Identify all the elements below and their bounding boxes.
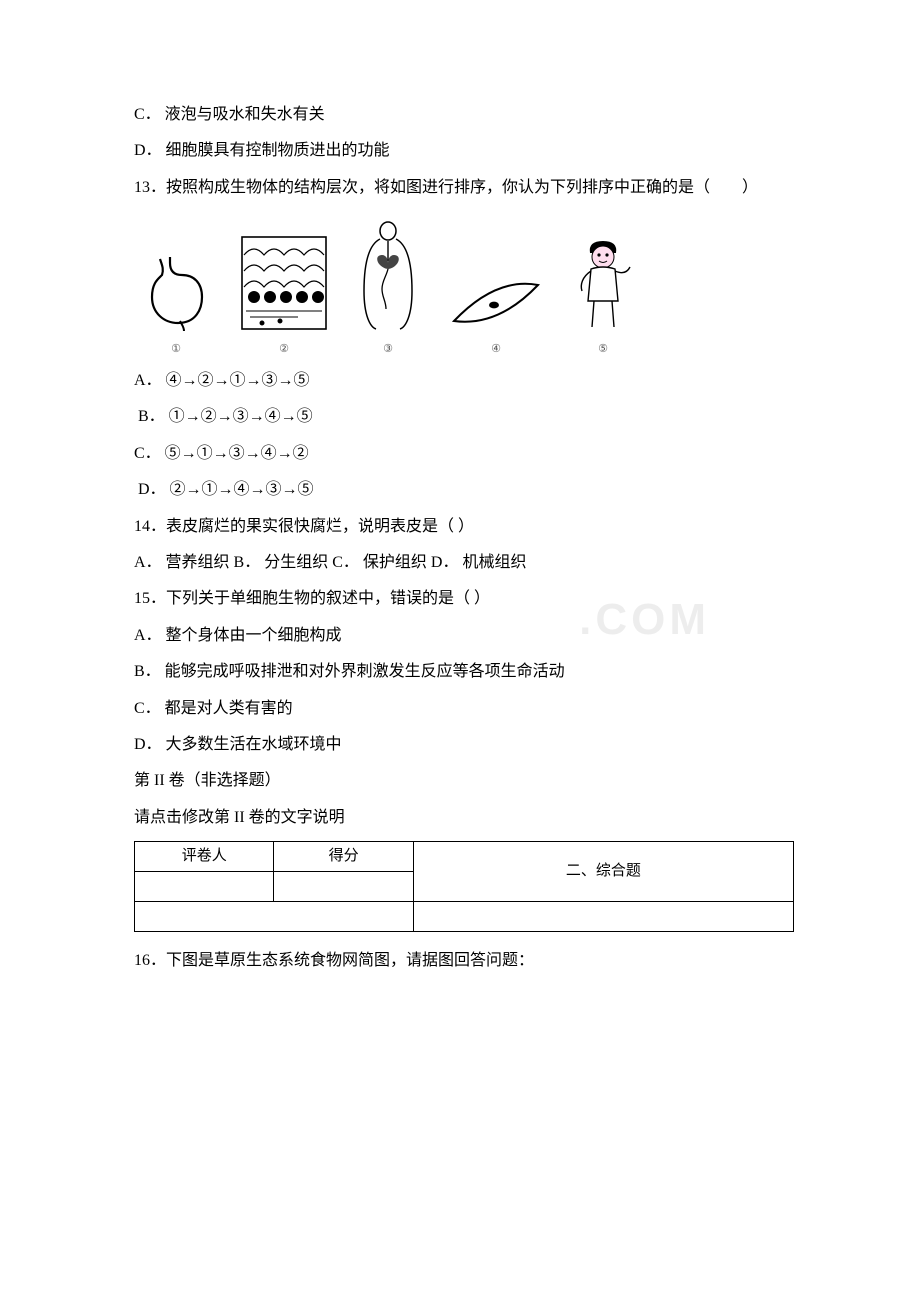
q15-option-b: B． 能够完成呼吸排泄和对外界刺激发生反应等各项生命活动: [90, 657, 830, 687]
cell-icon: [448, 275, 544, 331]
q15-option-a: A． 整个身体由一个细胞构成: [90, 621, 830, 651]
grade-col-section: 二、综合题: [413, 842, 793, 902]
q15-stem: 15．下列关于单细胞生物的叙述中，错误的是（ ）: [90, 584, 830, 614]
diagram-1-label: ①: [171, 339, 181, 360]
diagram-4-cell: ④: [448, 275, 544, 360]
section2-title: 第 II 卷（非选择题）: [90, 766, 830, 796]
q14-stem: 14．表皮腐烂的果实很快腐烂，说明表皮是（ ）: [90, 512, 830, 542]
grade-cell-empty-4: [413, 902, 793, 932]
q16-stem: 16．下图是草原生态系统食物网简图，请据图回答问题：: [90, 946, 830, 976]
diagram-2-tissue: ②: [240, 235, 328, 360]
diagram-5-label: ⑤: [598, 339, 608, 360]
diagram-5-person: ⑤: [572, 239, 634, 360]
diagram-3-label: ③: [383, 339, 393, 360]
grade-col-score: 得分: [274, 842, 413, 872]
grade-cell-empty-1: [135, 872, 274, 902]
person-icon: [572, 239, 634, 331]
diagram-4-label: ④: [491, 339, 501, 360]
diagram-3-system: ③: [356, 221, 420, 360]
q13-option-d: D． ②→①→④→③→⑤: [90, 475, 830, 505]
section2-note: 请点击修改第 II 卷的文字说明: [90, 803, 830, 833]
q13-option-a: A． ④→②→①→③→⑤: [90, 366, 830, 396]
q13-diagram-row: ① ②: [90, 221, 830, 360]
q12-option-c: C． 液泡与吸水和失水有关: [90, 100, 830, 130]
diagram-2-label: ②: [279, 339, 289, 360]
torso-icon: [356, 221, 420, 331]
q15-option-d: D． 大多数生活在水域环境中: [90, 730, 830, 760]
q12-option-d: D． 细胞膜具有控制物质进出的功能: [90, 136, 830, 166]
q13-stem: 13．按照构成生物体的结构层次，将如图进行排序，你认为下列排序中正确的是（ ）: [90, 173, 830, 203]
stomach-icon: [140, 253, 212, 331]
grade-cell-empty-2: [274, 872, 413, 902]
q13-option-c: C． ⑤→①→③→④→②: [90, 439, 830, 469]
grade-cell-empty-3: [135, 902, 414, 932]
grade-col-grader: 评卷人: [135, 842, 274, 872]
q13-stem-text: 13．按照构成生物体的结构层次，将如图进行排序，你认为下列排序中正确的是（ ）: [134, 179, 758, 196]
q13-option-b: B． ①→②→③→④→⑤: [90, 402, 830, 432]
tissue-icon: [240, 235, 328, 331]
q14-options: A． 营养组织 B． 分生组织 C． 保护组织 D． 机械组织: [90, 548, 830, 578]
grade-table: 评卷人 得分 二、综合题: [134, 841, 794, 932]
q15-option-c: C． 都是对人类有害的: [90, 694, 830, 724]
diagram-1-stomach: ①: [140, 253, 212, 360]
